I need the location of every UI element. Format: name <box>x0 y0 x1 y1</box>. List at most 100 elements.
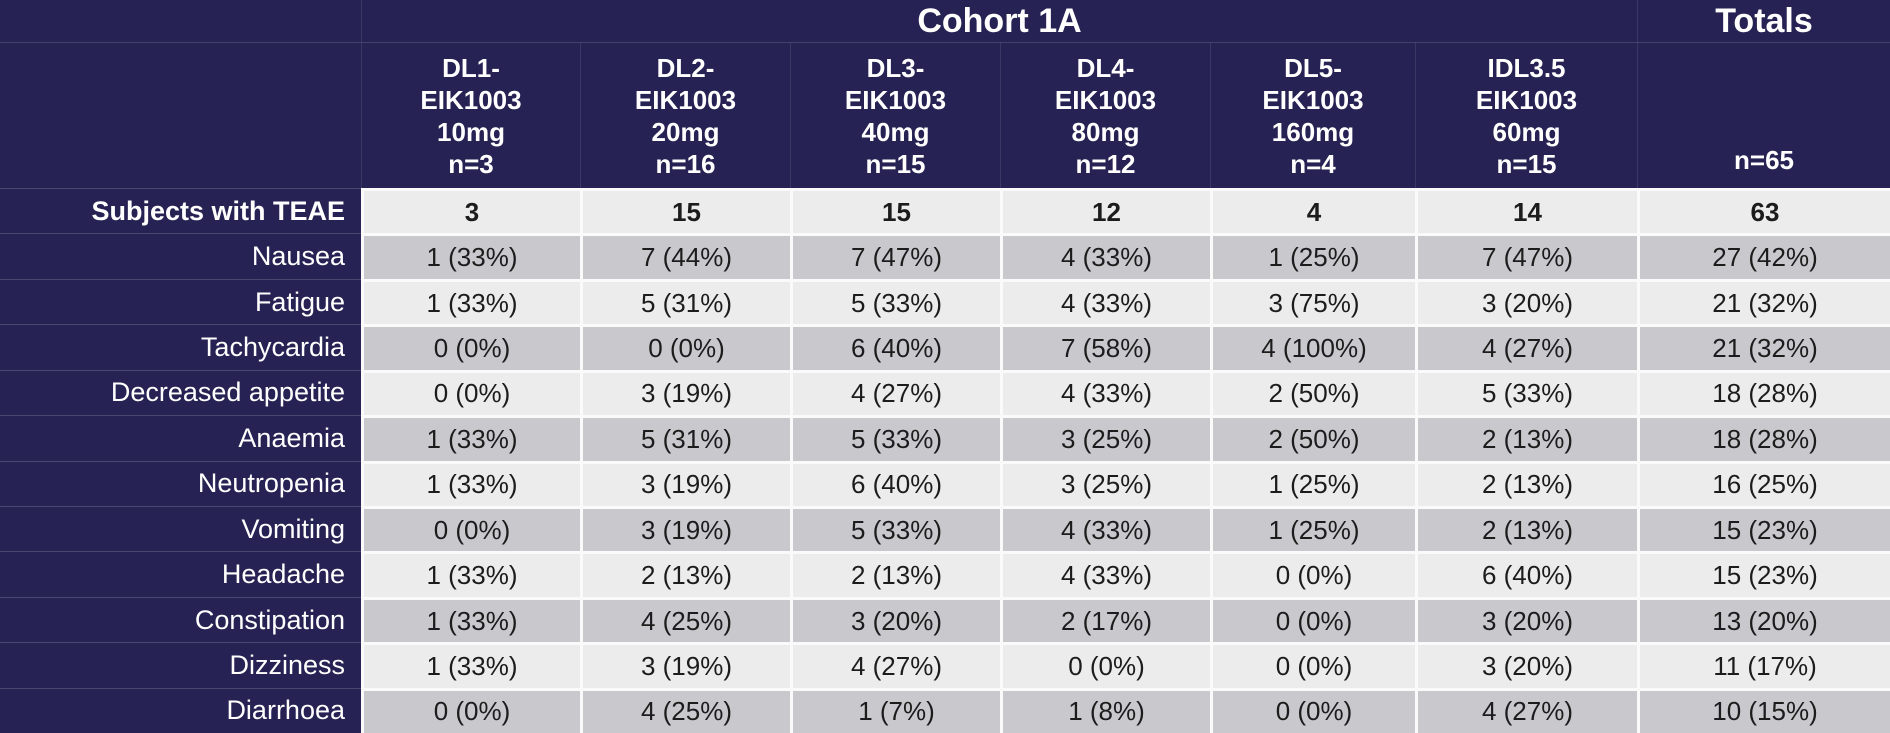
value-cell-idl35: 6 (40%) <box>1415 551 1637 597</box>
value-cell-dl4: 4 (33%) <box>1000 551 1210 597</box>
value-cell-dl1: 1 (33%) <box>361 596 580 643</box>
value-cell-totals: 10 (15%) <box>1637 687 1890 733</box>
row-label: Diarrhoea <box>0 687 361 733</box>
drug-name-label: EIK1003 <box>1054 84 1157 115</box>
value-cell-dl3: 3 (20%) <box>790 596 1000 643</box>
value-cell-idl35: 4 (27%) <box>1415 687 1637 733</box>
column-header-row: DL1- EIK1003 10mg n=3 DL2- EIK1003 20mg … <box>0 43 1890 188</box>
value-cell-dl2: 15 <box>580 188 790 234</box>
value-cell-dl2: 4 (25%) <box>580 687 790 733</box>
value-cell-totals: 21 (32%) <box>1637 278 1890 325</box>
table-row: Subjects with TEAE 3 15 15 12 4 14 63 <box>0 188 1890 234</box>
totals-title: Totals <box>1637 0 1890 42</box>
value-cell-dl1: 1 (33%) <box>361 278 580 325</box>
value-cell-dl2: 3 (19%) <box>580 460 790 506</box>
row-label: Decreased appetite <box>0 369 361 415</box>
value-cell-dl4: 7 (58%) <box>1000 324 1210 370</box>
dose-column-header: DL4- EIK1003 80mg n=12 <box>1000 43 1210 188</box>
value-cell-dl3: 4 (27%) <box>790 369 1000 416</box>
value-cell-dl3: 1 (7%) <box>790 687 1000 733</box>
table-row: Fatigue 1 (33%) 5 (31%) 5 (33%) 4 (33%) … <box>0 278 1890 325</box>
value-cell-idl35: 2 (13%) <box>1415 415 1637 461</box>
table-row: Dizziness 1 (33%) 3 (19%) 4 (27%) 0 (0%)… <box>0 642 1890 688</box>
value-cell-dl5: 1 (25%) <box>1210 460 1415 506</box>
value-cell-dl3: 6 (40%) <box>790 324 1000 370</box>
row-label: Anaemia <box>0 415 361 460</box>
value-cell-dl1: 1 (33%) <box>361 233 580 279</box>
row-label: Subjects with TEAE <box>0 188 361 233</box>
dose-level-label: IDL3.5 <box>1487 52 1566 83</box>
value-cell-dl3: 2 (13%) <box>790 551 1000 597</box>
value-cell-dl1: 1 (33%) <box>361 642 580 688</box>
n-count-label: n=15 <box>865 148 926 179</box>
value-cell-idl35: 3 (20%) <box>1415 278 1637 325</box>
table-body: Subjects with TEAE 3 15 15 12 4 14 63 Na… <box>0 188 1890 733</box>
row-label: Fatigue <box>0 278 361 324</box>
value-cell-dl5: 0 (0%) <box>1210 642 1415 688</box>
dose-column-header: IDL3.5 EIK1003 60mg n=15 <box>1415 43 1637 188</box>
dose-column-header: DL1- EIK1003 10mg n=3 <box>361 43 580 188</box>
value-cell-totals: 21 (32%) <box>1637 324 1890 370</box>
row-label: Dizziness <box>0 642 361 687</box>
value-cell-dl5: 1 (25%) <box>1210 233 1415 279</box>
table-row: Vomiting 0 (0%) 3 (19%) 5 (33%) 4 (33%) … <box>0 505 1890 552</box>
value-cell-dl1: 0 (0%) <box>361 505 580 552</box>
value-cell-dl5: 0 (0%) <box>1210 596 1415 643</box>
totals-n-cell: n=65 <box>1637 43 1890 188</box>
row-label: Vomiting <box>0 505 361 551</box>
value-cell-dl4: 4 (33%) <box>1000 233 1210 279</box>
value-cell-idl35: 2 (13%) <box>1415 505 1637 552</box>
value-cell-dl4: 2 (17%) <box>1000 596 1210 643</box>
value-cell-dl5: 2 (50%) <box>1210 415 1415 461</box>
value-cell-totals: 15 (23%) <box>1637 505 1890 552</box>
drug-name-label: EIK1003 <box>420 84 522 115</box>
value-cell-dl5: 0 (0%) <box>1210 687 1415 733</box>
n-count-label: n=16 <box>655 148 716 179</box>
drug-name-label: EIK1003 <box>634 84 737 115</box>
drug-name-label: EIK1003 <box>1475 84 1578 115</box>
dose-column-headers: DL1- EIK1003 10mg n=3 DL2- EIK1003 20mg … <box>361 43 1637 188</box>
row-label: Headache <box>0 551 361 596</box>
value-cell-idl35: 5 (33%) <box>1415 369 1637 416</box>
dose-column-header: DL5- EIK1003 160mg n=4 <box>1210 43 1415 188</box>
value-cell-dl5: 3 (75%) <box>1210 278 1415 325</box>
dose-amount-label: 160mg <box>1271 116 1355 147</box>
value-cell-dl4: 4 (33%) <box>1000 369 1210 416</box>
value-cell-dl3: 5 (33%) <box>790 505 1000 552</box>
row-label: Tachycardia <box>0 324 361 369</box>
table-row: Constipation 1 (33%) 4 (25%) 3 (20%) 2 (… <box>0 596 1890 643</box>
value-cell-dl2: 3 (19%) <box>580 369 790 416</box>
cohort-title: Cohort 1A <box>361 0 1637 42</box>
value-cell-dl1: 1 (33%) <box>361 551 580 597</box>
row-label: Neutropenia <box>0 460 361 506</box>
value-cell-totals: 15 (23%) <box>1637 551 1890 597</box>
value-cell-idl35: 3 (20%) <box>1415 596 1637 643</box>
table-row: Tachycardia 0 (0%) 0 (0%) 6 (40%) 7 (58%… <box>0 324 1890 370</box>
value-cell-dl4: 0 (0%) <box>1000 642 1210 688</box>
row-label: Nausea <box>0 233 361 278</box>
dose-level-label: DL3- <box>866 52 925 83</box>
value-cell-dl1: 3 <box>361 188 580 234</box>
value-cell-dl3: 5 (33%) <box>790 415 1000 461</box>
value-cell-dl4: 3 (25%) <box>1000 460 1210 506</box>
value-cell-dl4: 1 (8%) <box>1000 687 1210 733</box>
dose-level-label: DL4- <box>1076 52 1135 83</box>
dose-amount-label: 80mg <box>1071 116 1140 147</box>
dose-amount-label: 40mg <box>861 116 930 147</box>
n-count-label: n=3 <box>448 148 494 179</box>
value-cell-dl5: 4 <box>1210 188 1415 234</box>
value-cell-totals: 18 (28%) <box>1637 415 1890 461</box>
value-cell-dl3: 15 <box>790 188 1000 234</box>
value-cell-totals: 16 (25%) <box>1637 460 1890 506</box>
value-cell-dl2: 4 (25%) <box>580 596 790 643</box>
value-cell-dl5: 1 (25%) <box>1210 505 1415 552</box>
dose-column-header: DL3- EIK1003 40mg n=15 <box>790 43 1000 188</box>
n-count-label: n=15 <box>1496 148 1557 179</box>
row-label: Constipation <box>0 596 361 642</box>
value-cell-idl35: 4 (27%) <box>1415 324 1637 370</box>
dose-level-label: DL1- <box>442 52 500 83</box>
n-count-label: n=12 <box>1075 148 1136 179</box>
value-cell-dl1: 1 (33%) <box>361 415 580 461</box>
value-cell-dl3: 6 (40%) <box>790 460 1000 506</box>
value-cell-idl35: 2 (13%) <box>1415 460 1637 506</box>
